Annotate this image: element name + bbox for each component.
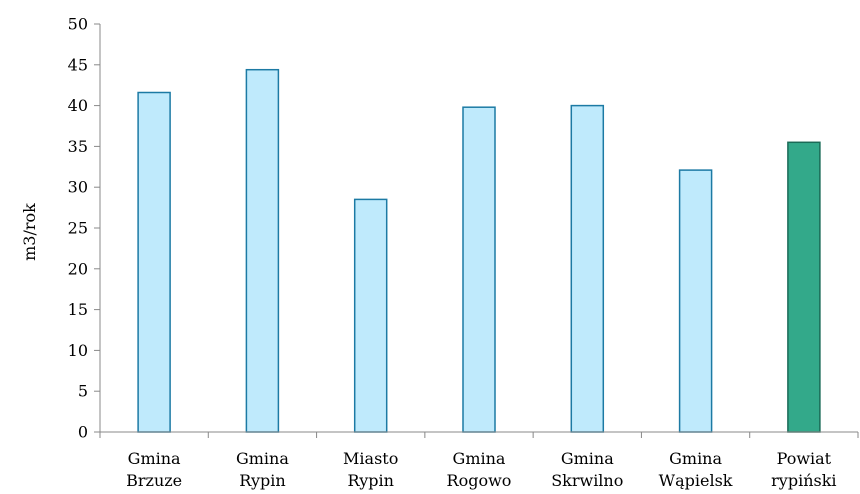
x-tick-label-3-line-1: Rogowo bbox=[447, 471, 512, 490]
y-axis-title: m3/rok bbox=[20, 203, 39, 261]
x-tick-label-1-line-0: Gmina bbox=[236, 449, 289, 468]
x-tick-label-6-line-0: Powiat bbox=[777, 449, 832, 468]
y-tick-label-2: 10 bbox=[68, 341, 88, 360]
y-ticks-group: 0 5 10 15 20 25 30 35 40 45 50 bbox=[68, 15, 100, 442]
x-tick-label-2-line-1: Rypin bbox=[347, 471, 393, 490]
x-tick-label-0-line-1: Brzuze bbox=[126, 471, 182, 490]
x-ticks-group: Gmina Brzuze Gmina Rypin Miasto Rypin Gmina Rog… bbox=[99, 432, 859, 490]
bar-4 bbox=[570, 104, 605, 433]
x-tick-label-6: Powiat rypiński bbox=[771, 449, 836, 490]
y-tick-label-6: 30 bbox=[68, 178, 88, 197]
y-tick-label-5: 25 bbox=[68, 219, 88, 238]
y-tick-label-1: 5 bbox=[78, 382, 88, 401]
x-tick-label-4-line-1: Skrwilno bbox=[551, 471, 623, 490]
x-tick-label-1: Gmina Rypin bbox=[236, 449, 289, 490]
x-tick-label-5-line-1: Wąpielsk bbox=[659, 471, 733, 490]
bar-6 bbox=[787, 141, 821, 433]
y-tick-label-9: 45 bbox=[68, 55, 88, 74]
x-tick-label-5: Gmina Wąpielsk bbox=[659, 449, 733, 490]
bar-3 bbox=[462, 106, 496, 433]
y-tick-label-8: 40 bbox=[68, 96, 88, 115]
y-tick-label-0: 0 bbox=[78, 423, 88, 442]
x-tick-label-0: Gmina Brzuze bbox=[126, 449, 182, 490]
x-tick-label-0-line-0: Gmina bbox=[128, 449, 181, 468]
x-tick-label-5-line-0: Gmina bbox=[669, 449, 722, 468]
y-axis-title-group: m3/rok bbox=[20, 203, 39, 261]
y-tick-label-7: 35 bbox=[68, 137, 88, 156]
x-tick-label-3: Gmina Rogowo bbox=[447, 449, 512, 490]
bar-1 bbox=[245, 68, 280, 433]
y-tick-label-3: 15 bbox=[68, 300, 88, 319]
y-tick-label-4: 20 bbox=[68, 259, 88, 278]
bar-0 bbox=[137, 91, 171, 433]
x-tick-label-2: Miasto Rypin bbox=[343, 449, 398, 490]
bars-group bbox=[137, 68, 821, 433]
x-tick-label-1-line-1: Rypin bbox=[239, 471, 285, 490]
x-tick-label-4-line-0: Gmina bbox=[561, 449, 614, 468]
bar-2 bbox=[353, 198, 388, 433]
x-tick-label-4: Gmina Skrwilno bbox=[551, 449, 623, 490]
y-tick-label-10: 50 bbox=[68, 15, 88, 34]
bar-5 bbox=[678, 169, 713, 433]
x-tick-label-3-line-0: Gmina bbox=[453, 449, 506, 468]
x-tick-label-2-line-0: Miasto bbox=[343, 449, 398, 468]
x-tick-label-6-line-1: rypiński bbox=[771, 471, 836, 490]
